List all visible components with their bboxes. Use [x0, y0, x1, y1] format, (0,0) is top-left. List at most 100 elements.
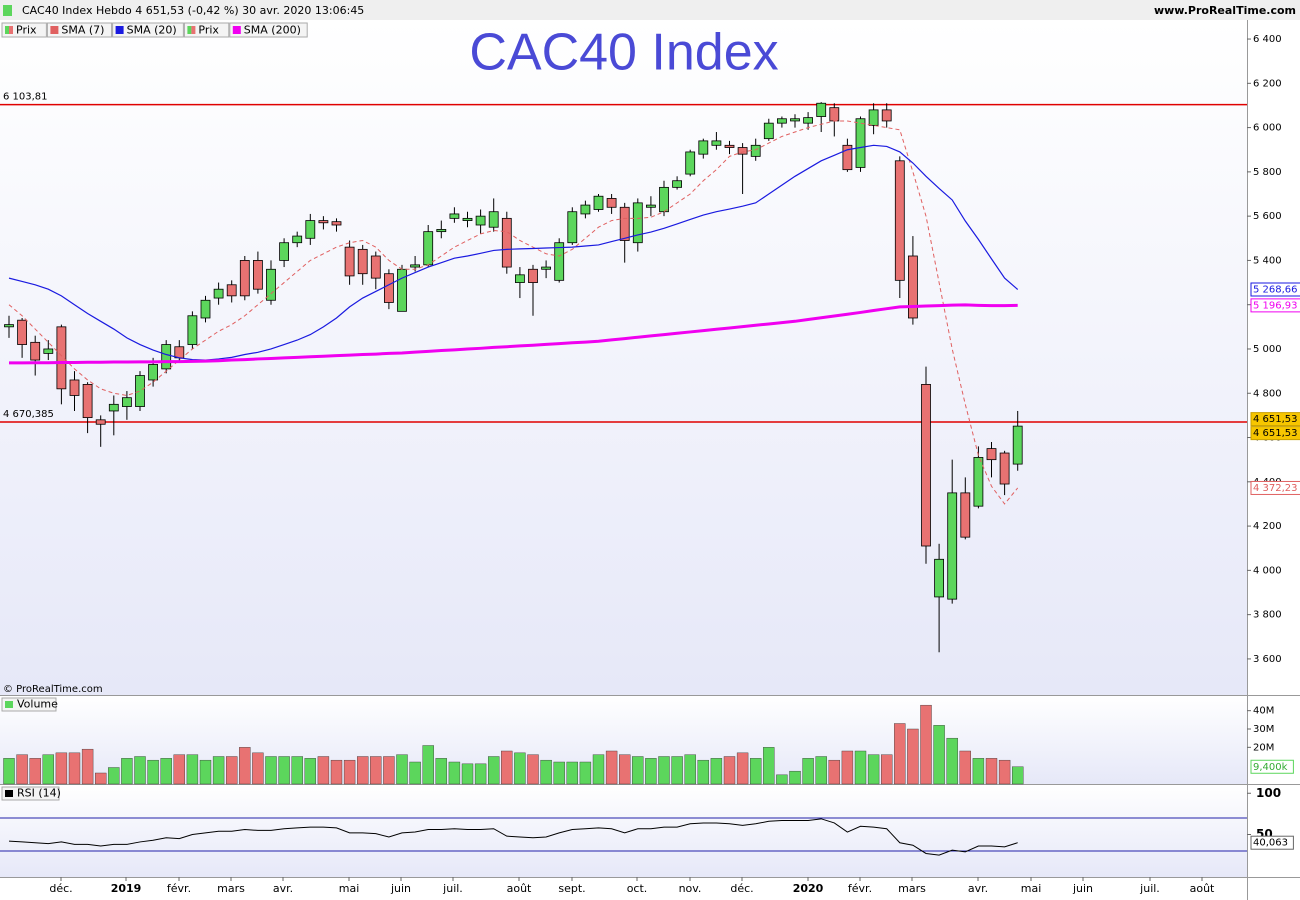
volume-bar: [514, 752, 526, 785]
value-box: [1250, 835, 1294, 850]
volume-bar: [710, 758, 723, 785]
icon: [3, 5, 12, 16]
rsi-line: [8, 818, 1018, 856]
legend-swatch: [232, 26, 241, 34]
y-tick-label: 20M: [1253, 742, 1274, 753]
candle-body: [239, 260, 250, 297]
candle-body: [213, 288, 224, 299]
legend-label: SMA (200): [244, 24, 301, 37]
volume-bar: [330, 759, 343, 785]
legend-label: SMA (7): [61, 24, 104, 37]
volume-bar: [81, 748, 94, 785]
volume-bar: [304, 758, 316, 785]
volume-bar: [199, 759, 212, 785]
y-tick-label: 6 000: [1253, 123, 1282, 134]
value-label: 4 372,23: [1253, 483, 1298, 494]
volume-bar: [173, 754, 186, 785]
volume-bar: [697, 759, 709, 785]
volume-bar: [619, 754, 631, 785]
legend-swatch: [5, 26, 9, 34]
volume-bar: [736, 752, 749, 785]
volume-bar: [841, 750, 854, 785]
panel-tag: [1, 786, 60, 801]
legend: Prix SMA (7) SMA (20) Prix SMA (200): [1, 22, 308, 38]
candle-body: [567, 211, 578, 244]
value-label: 5 196,93: [1253, 300, 1298, 311]
candle-body: [17, 319, 28, 345]
y-tick-label: 5 000: [1253, 344, 1282, 355]
sma-line: [8, 144, 1019, 361]
x-tick-label: avr.: [968, 882, 988, 895]
volume-bar: [933, 725, 945, 785]
volume-bar: [225, 756, 238, 785]
volume-bar: [907, 728, 919, 785]
volume-bar: [854, 750, 867, 785]
legend-swatch: [50, 26, 59, 34]
y-tick-label: 5 600: [1253, 211, 1282, 222]
volume-bar: [461, 763, 474, 785]
value-label: 40,063: [1253, 838, 1288, 849]
candle-body: [266, 268, 276, 301]
candle-body: [829, 107, 840, 122]
candle-body: [397, 268, 407, 312]
legend-swatch: [115, 26, 124, 34]
y-tick-label: 40M: [1253, 706, 1274, 717]
volume-bar: [605, 750, 618, 785]
value-box: [1250, 412, 1300, 427]
volume-bar: [881, 754, 893, 785]
candle-body: [475, 215, 486, 226]
horizontal-line-label: 4 670,385: [3, 409, 54, 420]
candle-body: [200, 299, 211, 319]
candle-body: [763, 122, 774, 140]
x-tick-label: févr.: [167, 882, 191, 895]
volume-bar: [1012, 766, 1024, 785]
volume-bar: [750, 758, 762, 785]
candle-body: [698, 140, 709, 155]
volume-bar: [632, 756, 644, 785]
panel-title: RSI (14): [17, 787, 61, 800]
y-tick-label: 4 800: [1253, 388, 1282, 399]
candle-body: [855, 118, 866, 168]
volume-bar: [867, 754, 880, 785]
value-label: 9,400k: [1253, 762, 1288, 773]
volume-bar: [3, 758, 15, 785]
x-tick-label: 2019: [111, 882, 142, 895]
volume-bar: [972, 758, 985, 785]
candle-body: [777, 118, 787, 124]
y-tick-label: 6 400: [1253, 34, 1282, 45]
candle-body: [174, 346, 185, 359]
candle-body: [30, 341, 41, 361]
volume-bar: [789, 770, 801, 785]
y-tick-label: 5 800: [1253, 167, 1282, 178]
candle-body: [292, 235, 303, 244]
candle-body: [803, 117, 813, 124]
candle-body: [868, 109, 879, 126]
value-box: [1250, 759, 1294, 774]
candle-body: [541, 266, 551, 270]
price-panel: [0, 20, 1247, 695]
volume-bar: [357, 756, 369, 785]
x-tick-label: nov.: [679, 882, 702, 895]
x-tick-label: déc.: [49, 882, 72, 895]
legend-swatch: [5, 701, 13, 708]
value-label: 4 651,53: [1253, 428, 1298, 439]
candle-body: [56, 326, 67, 390]
candle-body: [999, 452, 1010, 485]
candle-body: [436, 229, 447, 233]
x-tick-label: déc.: [730, 882, 753, 895]
volume-bar: [108, 767, 120, 785]
candle-body: [305, 220, 316, 239]
candle-body: [593, 195, 604, 210]
volume-bar: [317, 756, 330, 785]
y-tick-label: 100: [1256, 786, 1281, 800]
candle-body: [816, 102, 827, 117]
candle-body: [947, 492, 958, 600]
candle-body: [894, 160, 905, 281]
candle-body: [750, 144, 761, 157]
candle-body: [528, 268, 538, 283]
value-label: 5 268,66: [1253, 284, 1298, 295]
volume-bar: [55, 752, 68, 785]
sma-line: [9, 303, 1018, 365]
candle-body: [383, 273, 394, 303]
